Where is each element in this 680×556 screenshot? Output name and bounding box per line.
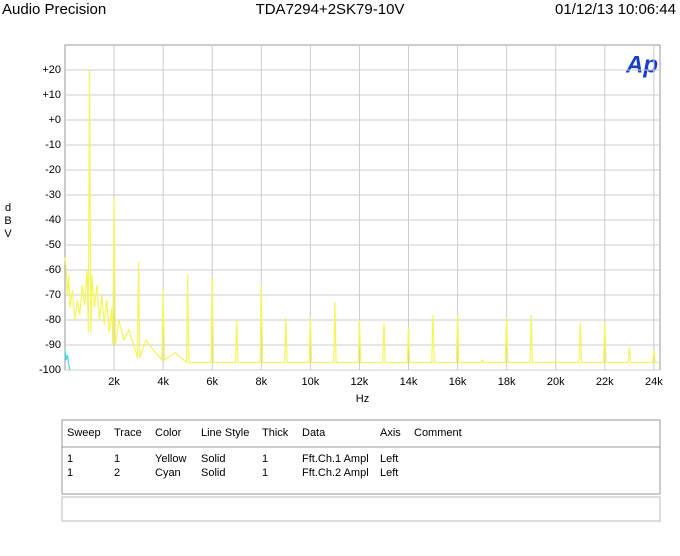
y-tick-label: +10	[42, 89, 61, 101]
table-cell: Left	[380, 453, 398, 465]
table-header: Comment	[414, 427, 462, 439]
y-tick-label: -30	[45, 189, 61, 201]
x-axis-label: Hz	[356, 393, 369, 405]
table-header: Line Style	[201, 427, 249, 439]
x-tick-label: 22k	[596, 376, 614, 388]
spectrum-line	[64, 349, 71, 371]
table-cell: 1	[114, 453, 120, 465]
header-center: TDA7294+2SK79-10V	[256, 1, 405, 18]
y-tick-label: -20	[45, 164, 61, 176]
y-tick-label: -50	[45, 239, 61, 251]
x-tick-label: 10k	[301, 376, 319, 388]
x-tick-label: 14k	[400, 376, 418, 388]
y-tick-label: +0	[48, 114, 61, 126]
table-header: Sweep	[67, 427, 101, 439]
x-tick-label: 12k	[351, 376, 369, 388]
table-cell: Yellow	[155, 453, 186, 465]
y-tick-label: -80	[45, 314, 61, 326]
table-cell: Left	[380, 467, 398, 479]
table-header: Color	[155, 427, 182, 439]
comment-box	[61, 496, 661, 522]
y-tick-label: -70	[45, 289, 61, 301]
x-tick-label: 6k	[206, 376, 218, 388]
plot-frame	[64, 44, 661, 371]
x-tick-label: 24k	[645, 376, 663, 388]
table-cell: 1	[67, 453, 73, 465]
y-tick-label: -90	[45, 339, 61, 351]
y-tick-label: -10	[45, 139, 61, 151]
table-cell: Cyan	[155, 467, 181, 479]
table-cell: Solid	[201, 453, 225, 465]
table-cell: 1	[262, 467, 268, 479]
table-header: Data	[302, 427, 326, 439]
legend-table-frame	[61, 419, 661, 495]
x-tick-label: 8k	[255, 376, 267, 388]
y-tick-label: -40	[45, 214, 61, 226]
table-header: Axis	[380, 427, 401, 439]
table-cell: 1	[262, 453, 268, 465]
x-tick-label: 18k	[498, 376, 516, 388]
table-cell: 2	[114, 467, 120, 479]
header-right: 01/12/13 10:06:44	[555, 1, 676, 18]
y-tick-label: -100	[39, 364, 61, 376]
table-cell: 1	[67, 467, 73, 479]
x-tick-label: 20k	[547, 376, 565, 388]
table-header: Thick	[262, 427, 289, 439]
y-tick-label: -60	[45, 264, 61, 276]
y-tick-label: +20	[42, 64, 61, 76]
spectrum-line	[64, 69, 659, 364]
table-cell: Fft.Ch.2 Ampl	[302, 467, 369, 479]
table-cell: Solid	[201, 467, 225, 479]
x-tick-label: 16k	[449, 376, 467, 388]
logo: Ap	[625, 51, 658, 78]
table-cell: Fft.Ch.1 Ampl	[302, 453, 369, 465]
x-tick-label: 4k	[157, 376, 169, 388]
x-tick-label: 2k	[108, 376, 120, 388]
header-left: Audio Precision	[2, 1, 106, 18]
table-header: Trace	[114, 427, 142, 439]
